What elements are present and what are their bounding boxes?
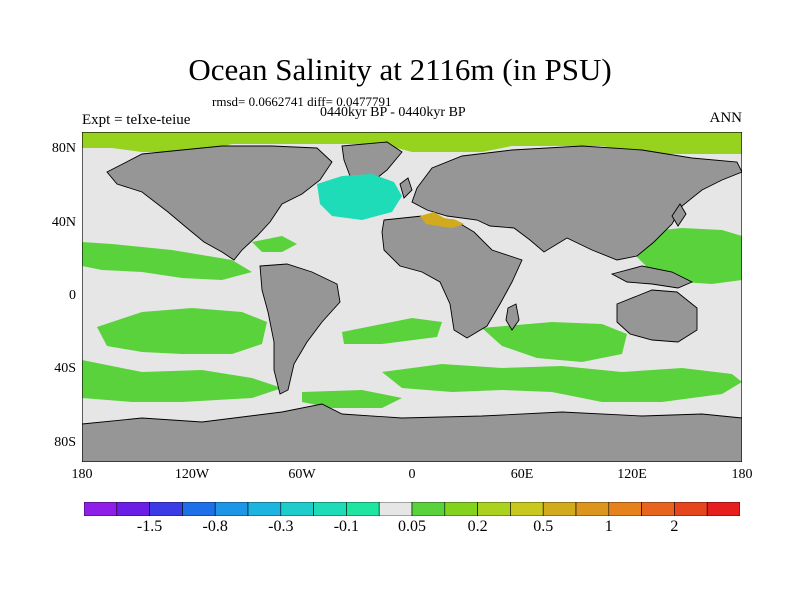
lat-tick-label: 40N [51, 214, 76, 230]
south-america [259, 263, 341, 395]
colorbar-tick-label: -0.3 [268, 518, 294, 535]
colorbar-swatch [214, 502, 249, 516]
colorbar-swatch [313, 502, 347, 516]
colorbar-tick-label: -0.8 [202, 518, 228, 535]
lon-tick-label: 60E [510, 467, 534, 482]
antarctic-shelf-anomaly [302, 390, 402, 408]
colorbar-swatch [149, 502, 183, 516]
madagascar [505, 303, 520, 331]
colorbar-swatch [575, 502, 610, 516]
australia [616, 289, 698, 343]
colorbar-swatch [641, 502, 675, 516]
north-america [106, 145, 333, 261]
eurasia [411, 145, 742, 261]
colorbar-tick-label: 0.05 [398, 518, 426, 535]
colorbar-swatch [280, 502, 314, 516]
colorbar-swatch [346, 502, 380, 516]
colorbar-swatch [608, 502, 642, 516]
colorbar-tick-label: -1.5 [136, 518, 163, 535]
colorbar-swatch [247, 502, 282, 516]
labrador-sea-anomaly [317, 174, 402, 220]
africa [381, 215, 523, 339]
lon-tick-label: 0 [408, 467, 416, 482]
colorbar-swatch [116, 502, 150, 516]
colorbar-swatch [84, 502, 118, 516]
positive-anomaly-regions [82, 216, 742, 408]
land-masses [82, 141, 742, 462]
colorbar-swatch [378, 502, 413, 516]
colorbar-swatch [542, 502, 577, 516]
mediterranean-anomaly [420, 212, 464, 228]
colorbar-swatch [510, 502, 544, 516]
colorbar-tick-label: 2 [670, 518, 679, 535]
southern-ocean-anomaly-west [82, 360, 282, 402]
lat-tick-label: 0 [69, 288, 76, 303]
colorbar-swatch [411, 502, 446, 516]
salinity-map [82, 132, 742, 462]
colorbar-swatch [674, 502, 708, 516]
plot-title: Ocean Salinity at 2116m (in PSU) [188, 52, 612, 87]
colorbar-swatch [182, 502, 216, 516]
stats-subtitle: rmsd= 0.0662741 diff= 0.0477791 [212, 94, 392, 109]
antarctica [82, 403, 742, 462]
lon-tick-label: 180 [731, 467, 753, 482]
lon-tick-label: 120W [174, 467, 210, 482]
colorbar-tick-label: 0.2 [467, 518, 488, 535]
arctic-anomaly [82, 132, 742, 154]
colorbar-tick-label: -0.1 [333, 518, 360, 535]
lon-tick-label: 60W [288, 467, 316, 482]
south-atlantic-anomaly [342, 318, 442, 344]
north-pacific-anomaly [82, 242, 252, 280]
colorbar-tick-label: 1 [604, 518, 613, 535]
lon-tick-label: 180 [71, 467, 93, 482]
lat-tick-label: 40S [54, 361, 76, 377]
colorbar-swatch [706, 502, 740, 516]
east-atlantic-anomaly [252, 236, 297, 252]
lat-tick-label: 80N [51, 141, 76, 157]
colorbar-swatch [444, 502, 478, 516]
colorbar-swatch [477, 502, 511, 516]
colorbar [84, 502, 740, 516]
lat-tick-label: 80S [54, 434, 76, 450]
colorbar-tick-label: 0.5 [533, 518, 554, 535]
lon-tick-label: 120E [617, 467, 647, 482]
british-isles [399, 177, 413, 199]
maritime-continent [610, 265, 694, 289]
period-subtitle: 0440kyr BP - 0440kyr BP [320, 105, 466, 120]
indian-ocean-anomaly [482, 322, 627, 362]
experiment-label: Expt = teIxe-teiue [82, 112, 191, 128]
southern-ocean-anomaly-east [382, 364, 742, 402]
south-pacific-anomaly [97, 308, 267, 354]
japan [671, 203, 687, 227]
season-label: ANN [709, 110, 743, 126]
